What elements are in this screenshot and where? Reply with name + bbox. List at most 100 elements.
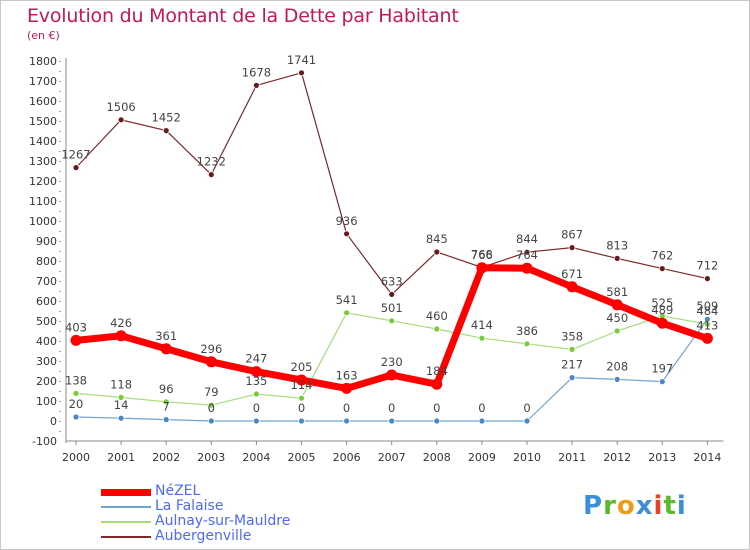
data-label: 844 [516,232,538,246]
x-tick-label: 2004 [242,451,270,464]
x-tick-label: 2006 [333,451,361,464]
data-point [388,317,396,325]
data-point [478,334,486,342]
data-label: 633 [381,274,403,288]
data-point [388,290,396,298]
logo-letter: i [653,491,664,521]
data-point [523,417,531,425]
data-label: 712 [696,259,718,273]
data-label: 460 [426,309,448,323]
data-point [207,417,215,425]
data-label: 135 [245,374,267,388]
data-label: 296 [200,342,222,356]
data-point [162,416,170,424]
y-tick-label: 1600 [29,95,57,108]
data-label: 489 [651,303,673,317]
data-label: 766 [471,248,493,262]
y-tick-label: 1200 [29,175,57,188]
data-point [252,417,260,425]
x-tick-label: 2000 [62,451,90,464]
data-point [298,394,305,402]
y-tick-label: 100 [36,395,57,408]
legend-label: La Falaise [155,498,224,514]
data-label: 450 [606,311,628,325]
data-point [117,414,125,422]
x-tick-label: 2001 [107,451,135,464]
data-label: 163 [336,368,358,382]
y-tick-label: 300 [36,355,57,368]
x-tick-label: 2005 [288,451,316,464]
data-point [162,127,170,135]
x-tick-label: 2002 [152,451,180,464]
data-label: 14 [114,398,129,412]
y-tick-label: -100 [32,435,57,448]
data-point [296,374,307,386]
data-label: 0 [298,401,305,415]
data-point [72,164,80,172]
data-label: 217 [561,358,583,372]
legend: NéZEL La Falaise Aulnay-sur-Mauldre Auberge… [101,483,361,545]
legend-label: Aulnay-sur-Mauldre [155,513,291,529]
chart-title: Evolution du Montant de la Dette par Hab… [27,5,459,27]
logo-letter: x [635,491,654,521]
logo-letter: i [676,491,687,521]
data-label: 20 [69,397,84,411]
series-line [75,72,708,295]
data-label: 79 [204,385,219,399]
data-label: 413 [696,318,718,332]
data-label: 118 [110,377,132,391]
legend-swatch [101,506,151,508]
data-point [613,327,621,335]
data-label: 358 [561,329,583,343]
y-tick-label: 600 [36,295,57,308]
data-point [613,254,621,262]
x-tick-label: 2013 [648,451,676,464]
legend-item: La Falaise [101,498,361,515]
data-label: 867 [561,228,583,242]
data-label: 1678 [242,65,271,79]
data-label: 762 [651,249,673,263]
data-point [70,334,82,346]
data-label: 581 [606,285,628,299]
data-point [298,69,305,77]
x-tick-label: 2003 [197,451,225,464]
x-tick-label: 2011 [558,451,586,464]
data-label: 426 [110,316,132,330]
data-point [568,374,576,382]
x-tick-label: 2010 [513,451,541,464]
data-point [207,171,215,179]
data-point [431,378,443,390]
data-label: 114 [291,378,313,392]
y-tick-label: 900 [36,235,57,248]
chart-subtitle: (en €) [27,29,60,42]
data-point [704,315,711,323]
y-tick-label: 1400 [29,135,57,148]
data-point [162,398,170,406]
data-label: 205 [291,360,313,374]
data-point [656,317,668,329]
legend-item: Aubergenville [101,528,361,545]
data-point [433,417,441,425]
data-label: 414 [471,318,493,332]
x-tick-label: 2007 [378,451,406,464]
data-label: 208 [606,359,628,373]
data-label: 1452 [152,111,181,125]
data-point [298,417,305,425]
data-label: 96 [159,382,174,396]
y-tick-label: 200 [36,375,57,388]
logo-letter: o [616,491,636,521]
data-point [252,390,260,398]
data-point [117,393,125,401]
data-point [566,281,578,293]
data-label: 0 [388,401,395,415]
data-point [478,417,486,425]
data-point [250,366,262,378]
x-tick-label: 2012 [603,451,631,464]
data-label: 230 [381,355,403,369]
data-point [433,325,441,333]
data-label: 0 [523,401,530,415]
y-tick-label: 1000 [29,215,57,228]
data-point [72,413,80,421]
data-label: 197 [651,362,673,376]
data-point [205,356,217,368]
